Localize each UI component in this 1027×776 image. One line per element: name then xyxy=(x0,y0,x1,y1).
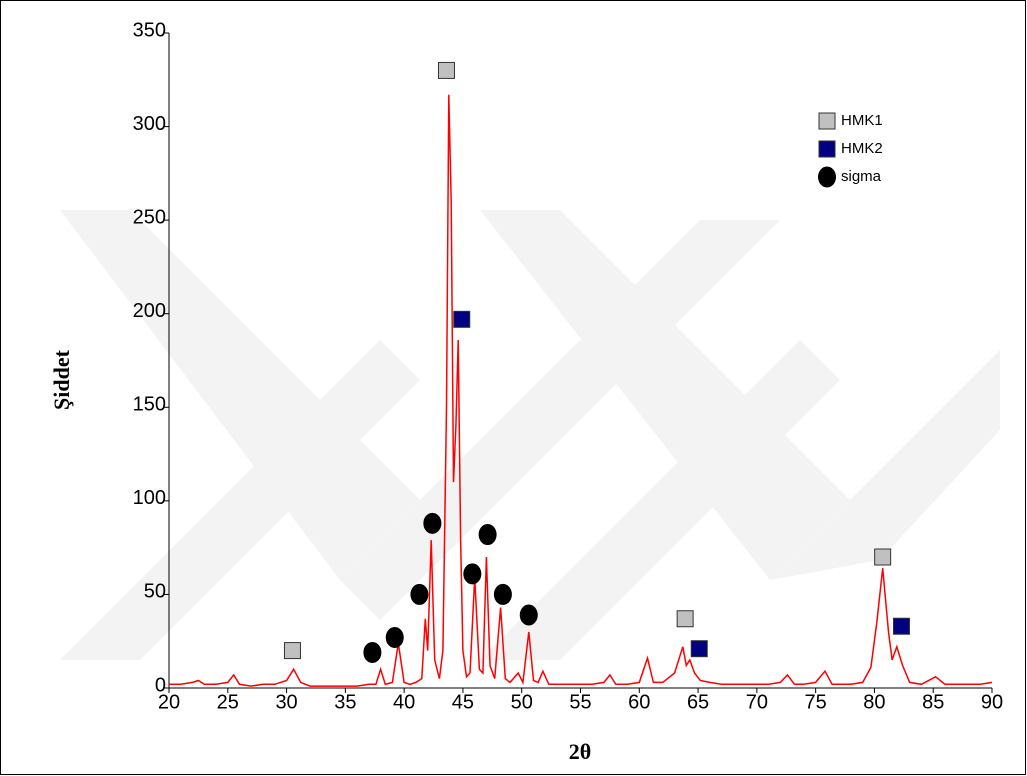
x-tick-label: 45 xyxy=(452,691,474,713)
x-tick-label: 90 xyxy=(981,691,1003,713)
x-tick-label: 65 xyxy=(687,691,709,713)
phase-marker xyxy=(690,640,708,658)
legend-swatch xyxy=(818,112,836,130)
x-tick-label: 70 xyxy=(746,691,768,713)
phase-marker xyxy=(892,617,910,635)
phase-marker xyxy=(437,61,455,79)
phase-marker xyxy=(410,583,429,605)
x-tick-label: 55 xyxy=(569,691,591,713)
y-tick-label: 100 xyxy=(133,487,166,509)
y-tick-label: 150 xyxy=(133,394,166,416)
phase-marker xyxy=(874,548,892,566)
x-tick-label: 75 xyxy=(805,691,827,713)
pattern-line xyxy=(169,94,993,687)
x-tick-label: 80 xyxy=(863,691,885,713)
x-tick-label: 50 xyxy=(511,691,533,713)
phase-marker xyxy=(519,604,538,626)
x-tick-label: 85 xyxy=(922,691,944,713)
y-tick-label: 0 xyxy=(155,674,166,696)
x-axis-title: 2θ xyxy=(569,739,591,764)
x-tick-label: 25 xyxy=(217,691,239,713)
x-tick-label: 35 xyxy=(334,691,356,713)
legend-label: HMK1 xyxy=(841,112,883,129)
y-tick-label: 250 xyxy=(133,206,166,228)
phase-marker xyxy=(363,641,382,663)
y-tick-label: 300 xyxy=(133,113,166,135)
phase-marker xyxy=(453,310,471,328)
phase-marker xyxy=(385,626,404,648)
phase-marker xyxy=(676,610,694,628)
phase-marker xyxy=(423,512,442,534)
x-tick-label: 40 xyxy=(393,691,415,713)
y-tick-label: 350 xyxy=(133,19,166,41)
phase-marker xyxy=(478,524,497,546)
legend-swatch xyxy=(818,166,836,188)
x-tick-label: 20 xyxy=(158,691,180,713)
watermark xyxy=(60,210,1000,660)
phase-marker xyxy=(463,563,482,585)
y-tick-label: 50 xyxy=(144,581,166,603)
x-tick-label: 30 xyxy=(275,691,297,713)
phase-marker xyxy=(283,642,301,660)
phase-marker xyxy=(493,583,512,605)
x-tick-label: 60 xyxy=(628,691,650,713)
y-tick-label: 200 xyxy=(133,300,166,322)
legend-label: HMK2 xyxy=(841,140,883,157)
y-axis-title: Şiddet xyxy=(49,349,74,410)
legend-label: sigma xyxy=(841,168,882,185)
legend-swatch xyxy=(818,140,836,158)
